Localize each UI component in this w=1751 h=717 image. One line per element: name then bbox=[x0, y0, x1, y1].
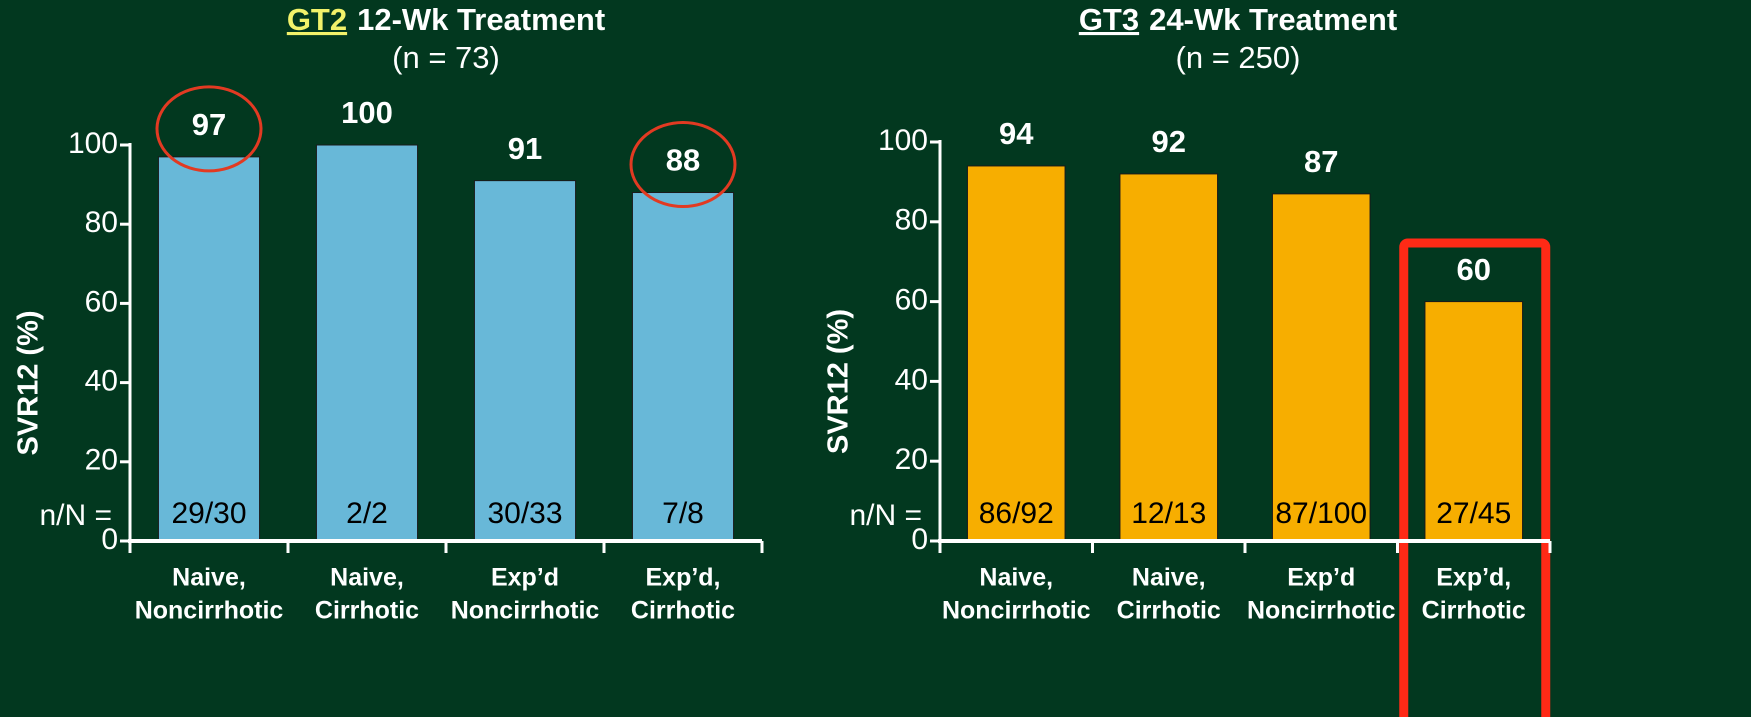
x-tick-label: Cirrhotic bbox=[315, 597, 419, 625]
count-label: 27/45 bbox=[1436, 497, 1511, 530]
y-tick-label: 0 bbox=[101, 523, 118, 556]
count-label: 87/100 bbox=[1275, 497, 1367, 530]
y-tick-label: 20 bbox=[895, 443, 928, 476]
bar bbox=[631, 192, 735, 542]
count-label: 2/2 bbox=[346, 497, 388, 530]
x-tick-label: Noncirrhotic bbox=[942, 597, 1091, 625]
y-tick-label: 100 bbox=[68, 127, 118, 160]
x-tick-label: Exp’d bbox=[1287, 564, 1355, 592]
highlight-circle bbox=[629, 121, 737, 209]
chart-subtitle: (n = 73) bbox=[392, 40, 500, 75]
x-tick-label: Noncirrhotic bbox=[451, 597, 600, 625]
value-label: 91 bbox=[508, 131, 542, 166]
y-tick-label: 80 bbox=[895, 204, 928, 237]
y-tick-label: 20 bbox=[85, 444, 118, 477]
value-label: 92 bbox=[1152, 124, 1186, 159]
y-axis-label: SVR12 (%) bbox=[823, 309, 855, 454]
y-tick-label: 40 bbox=[895, 363, 928, 396]
genotype: GT2 bbox=[287, 2, 347, 37]
genotype: GT3 bbox=[1079, 2, 1139, 37]
bar bbox=[1271, 193, 1371, 542]
bar bbox=[315, 144, 419, 542]
chart-title: GT3 24-Wk Treatment bbox=[1079, 2, 1397, 37]
x-tick-label: Naive, bbox=[979, 564, 1053, 592]
value-label: 87 bbox=[1304, 144, 1338, 179]
x-tick-label: Exp’d bbox=[491, 564, 559, 592]
x-tick-label: Cirrhotic bbox=[1117, 597, 1221, 625]
bar bbox=[1119, 173, 1219, 542]
title-text: 12-Wk Treatment bbox=[357, 2, 605, 37]
y-tick-label: 80 bbox=[85, 206, 118, 239]
y-tick-label: 0 bbox=[911, 523, 928, 556]
y-tick-label: 60 bbox=[895, 284, 928, 317]
highlight-box bbox=[1399, 238, 1551, 717]
x-tick-label: Noncirrhotic bbox=[135, 597, 284, 625]
value-label: 100 bbox=[341, 95, 393, 130]
y-tick-label: 40 bbox=[85, 365, 118, 398]
value-label: 97 bbox=[192, 107, 226, 142]
y-tick-label: 60 bbox=[85, 285, 118, 318]
chart-title: GT2 12-Wk Treatment bbox=[287, 2, 605, 37]
count-label: 12/13 bbox=[1131, 497, 1206, 530]
bar bbox=[1424, 301, 1524, 542]
x-tick-label: Exp’d, bbox=[1436, 564, 1511, 592]
value-label: 60 bbox=[1457, 252, 1491, 287]
counts-label: n/N = bbox=[849, 499, 922, 532]
y-axis-label: SVR12 (%) bbox=[13, 310, 45, 455]
x-tick-label: Cirrhotic bbox=[631, 597, 735, 625]
bar bbox=[966, 165, 1066, 542]
y-tick-label: 100 bbox=[878, 124, 928, 157]
bar bbox=[157, 156, 261, 542]
x-tick-label: Naive, bbox=[330, 564, 404, 592]
x-tick-label: Noncirrhotic bbox=[1247, 597, 1396, 625]
chart-subtitle: (n = 250) bbox=[1176, 40, 1301, 75]
title-text: 24-Wk Treatment bbox=[1149, 2, 1397, 37]
count-label: 30/33 bbox=[487, 497, 562, 530]
bar bbox=[473, 180, 577, 542]
value-label: 88 bbox=[666, 143, 700, 178]
highlight-circle bbox=[155, 85, 263, 173]
x-tick-label: Exp’d, bbox=[645, 564, 720, 592]
x-tick-label: Naive, bbox=[172, 564, 246, 592]
value-label: 94 bbox=[999, 116, 1034, 151]
x-tick-label: Cirrhotic bbox=[1422, 597, 1526, 625]
x-tick-label: Naive, bbox=[1132, 564, 1206, 592]
counts-label: n/N = bbox=[39, 499, 112, 532]
count-label: 7/8 bbox=[662, 497, 704, 530]
count-label: 86/92 bbox=[979, 497, 1054, 530]
count-label: 29/30 bbox=[171, 497, 246, 530]
